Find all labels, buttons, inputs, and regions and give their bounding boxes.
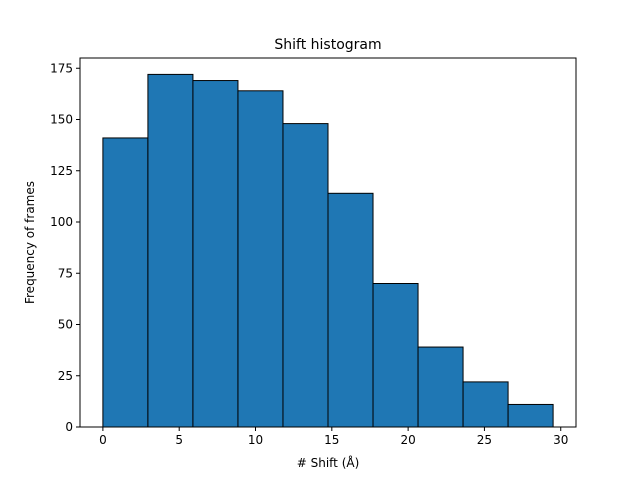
histogram-bar — [192, 80, 239, 428]
y-tick-label: 50 — [58, 318, 73, 332]
x-tick-label: 25 — [477, 433, 492, 447]
histogram-bar — [327, 192, 374, 428]
histogram-bar — [147, 73, 194, 428]
axes-frame — [79, 57, 577, 428]
x-axis-ticks: 0 5 10 15 20 25 30 — [99, 427, 568, 447]
y-axis-title: Frequency of frames — [23, 181, 37, 304]
x-tick-label: 15 — [324, 433, 339, 447]
histogram-bar — [462, 381, 509, 428]
x-tick-label: 20 — [400, 433, 415, 447]
histogram-bar — [102, 137, 149, 428]
y-tick-label: 150 — [50, 113, 73, 127]
y-tick-label: 100 — [50, 215, 73, 229]
histogram-bar — [507, 403, 554, 428]
bars-group — [102, 73, 554, 428]
y-axis-ticks: 0 25 50 75 100 125 150 175 — [50, 61, 80, 434]
histogram-bar — [417, 346, 464, 428]
y-tick-label: 125 — [50, 164, 73, 178]
histogram-bar — [372, 283, 419, 428]
x-tick-label: 0 — [99, 433, 107, 447]
histogram-bar — [237, 90, 284, 428]
x-tick-label: 5 — [175, 433, 183, 447]
y-tick-label: 25 — [58, 369, 73, 383]
histogram-bar — [282, 123, 329, 428]
x-tick-label: 10 — [248, 433, 263, 447]
chart-title: Shift histogram — [274, 37, 381, 53]
y-tick-label: 175 — [50, 61, 73, 75]
y-tick-label: 75 — [58, 266, 73, 280]
x-axis-title: # Shift (Å) — [297, 455, 360, 470]
y-tick-label: 0 — [65, 420, 73, 434]
x-tick-label: 30 — [553, 433, 568, 447]
